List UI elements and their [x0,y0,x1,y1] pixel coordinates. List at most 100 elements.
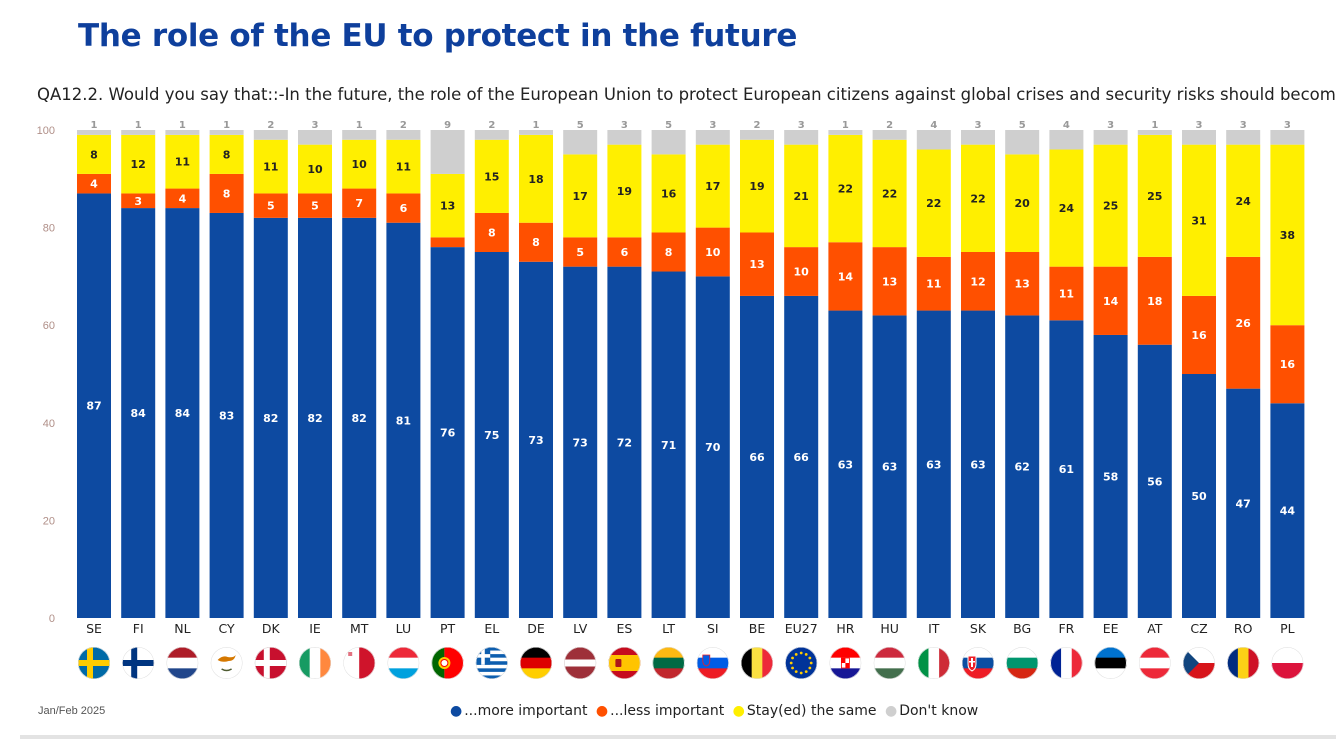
data-label-less-important: 10 [705,246,721,259]
data-label-same: 22 [882,187,897,200]
y-tick-label: 40 [43,418,55,430]
data-label-same: 24 [1236,195,1252,208]
bar-segment-more-important [342,217,377,618]
x-tick-label: SK [970,621,987,636]
data-label-less-important: 4 [179,192,187,205]
bar-segment-same [1093,144,1128,267]
bar-segment-less-important [430,237,465,248]
bar-segment-more-important [386,222,421,618]
bar-group-fi: 84 3 12 1 FI [121,120,156,636]
bar-segment-more-important [253,217,288,618]
bar-group-it: 63 11 22 4 IT [916,120,951,636]
bar-segment-same [1049,149,1084,267]
data-label-same: 8 [90,148,98,161]
bar-group-dk: 82 5 11 2 DK [253,120,288,636]
flag-cz-icon [1183,647,1215,679]
bar-segment-dont-know [784,130,819,145]
data-label-dont-know: 4 [1063,120,1070,131]
bar-segment-dont-know [563,130,598,155]
x-tick-label: PT [440,621,456,636]
x-tick-label: NL [174,621,190,636]
bar-segment-same [77,134,111,174]
legend-dot-icon: ● [884,703,898,719]
data-label-dont-know: 3 [1196,120,1203,131]
data-label-dont-know: 2 [886,120,893,131]
bar-segment-more-important [1182,374,1216,618]
data-label-less-important: 14 [838,270,854,283]
data-label-same: 24 [1059,202,1075,215]
flag-ee-icon [1094,647,1127,679]
bar-segment-same [1137,134,1172,257]
bar-segment-more-important [872,315,907,618]
bar-segment-dont-know [695,130,730,145]
bar-segment-dont-know [828,130,863,135]
flag-bg-icon [1006,647,1039,679]
bar-segment-same [474,139,509,213]
data-label-less-important: 13 [882,275,897,288]
data-label-dont-know: 3 [1240,120,1247,131]
x-tick-label: IT [928,621,940,636]
bar-segment-more-important [209,212,244,618]
bar-segment-more-important [1270,403,1305,618]
data-label-more-important: 71 [661,439,676,452]
bar-segment-less-important [828,242,863,311]
data-label-dont-know: 3 [709,120,716,131]
x-tick-label: BE [749,621,766,636]
flag-ie-icon [299,647,331,679]
bar-segment-more-important [1093,334,1128,618]
bar-group-lt: 71 8 16 5 LT [651,120,686,636]
data-label-dont-know: 2 [400,120,407,131]
data-label-less-important: 5 [267,200,275,213]
bar-segment-more-important [1137,344,1172,618]
flag-dk-icon [254,647,287,679]
legend-label: Stay(ed) the same [746,703,877,719]
bar-segment-less-important [1182,295,1216,374]
bar-segment-same [1182,144,1216,296]
survey-date: Jan/Feb 2025 [38,705,106,717]
flag-es-icon [608,647,641,679]
data-label-dont-know: 3 [1284,120,1291,131]
bar-segment-more-important [828,310,863,618]
legend-label: Don't know [899,703,979,719]
data-label-less-important: 11 [926,278,941,291]
x-tick-label: CZ [1190,621,1207,636]
x-tick-label: MT [350,621,369,636]
chart-legend: ● ...more important ● ...less important ● S… [450,703,982,719]
data-label-more-important: 66 [749,451,765,464]
flag-sk-icon [962,647,994,679]
data-label-more-important: 87 [86,400,101,413]
bar-segment-less-important [1005,252,1040,316]
data-label-same: 16 [661,187,677,200]
flag-nl-icon [166,647,199,679]
bar-segment-more-important [121,208,156,618]
bar-segment-same [1226,144,1261,257]
legend-item-dont-know: ● Don't know [885,703,978,719]
bar-group-ee: 58 14 25 3 EE [1093,120,1128,636]
data-label-dont-know: 5 [665,120,672,131]
bar-segment-dont-know [1005,130,1040,155]
bar-group-se: 87 4 8 1 SE [77,120,111,636]
data-label-more-important: 83 [219,409,234,422]
x-tick-label: FR [1058,621,1074,636]
bar-segment-more-important [474,252,509,618]
bar-segment-dont-know [298,130,332,145]
bar-segment-dont-know [651,130,686,155]
bar-group-eu27: 66 10 21 3 EU27 [784,120,819,636]
data-label-less-important: 6 [621,246,629,259]
bar-segment-same [872,139,907,248]
data-label-same: 25 [1103,200,1118,213]
bar-segment-less-important [1137,256,1172,345]
bar-segment-dont-know [430,130,465,174]
bar-segment-less-important [1226,256,1261,389]
legend-item-same: ● Stay(ed) the same [733,703,877,719]
flag-lt-icon [652,647,685,679]
bar-segment-more-important [740,295,774,618]
data-label-same: 22 [970,192,985,205]
data-label-dont-know: 5 [1019,120,1026,131]
data-label-less-important: 14 [1103,295,1119,308]
bar-segment-dont-know [1270,130,1305,145]
data-label-more-important: 73 [573,436,588,449]
y-tick-label: 20 [43,515,55,527]
bar-segment-same [1005,154,1040,252]
data-label-dont-know: 3 [798,120,805,131]
